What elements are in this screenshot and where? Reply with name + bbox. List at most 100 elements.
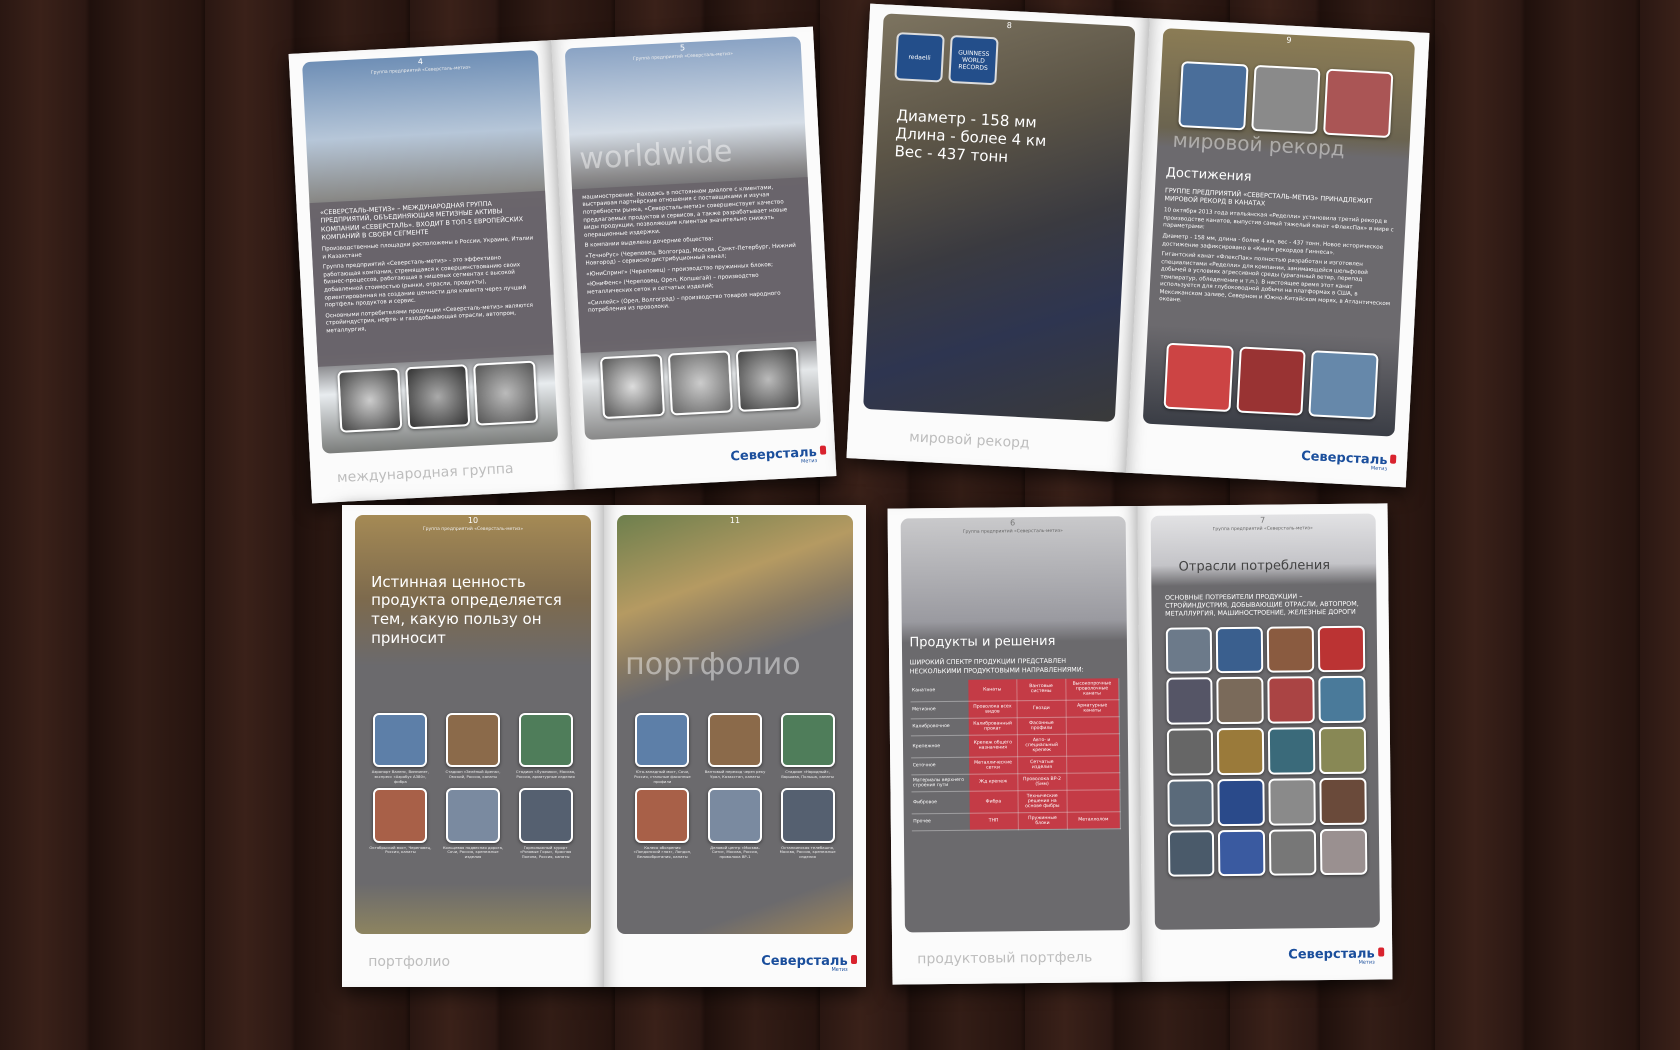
thumbnail (707, 712, 763, 767)
thumbnail (1216, 676, 1264, 725)
photo-panel: 5 Группа предприятий «Северсталь-метиз» … (564, 36, 821, 440)
thumbnail (1268, 777, 1316, 826)
thumbnail (1267, 727, 1316, 775)
page: 10 Группа предприятий «Северсталь-метиз»… (342, 505, 604, 987)
photo-panel: 10 Группа предприятий «Северсталь-метиз»… (355, 514, 591, 934)
portfolio-item: Колесо обозрения «Лондонский глаз», Лонд… (631, 788, 694, 860)
overlay-word: портфолио (625, 646, 801, 682)
row-label: Сеточное (910, 757, 970, 775)
table-cell: Гвозди (1016, 700, 1066, 718)
caption: Стадион «Народный», Варшава, Польша, кан… (781, 768, 835, 779)
thumbnail (405, 363, 471, 430)
caption: Колесо обозрения «Лондонский глаз», Лонд… (633, 844, 692, 860)
row-label: Калибровочное (910, 718, 969, 736)
brochure-spread: 8 redaelli GUINNESS WORLD RECORDS Диаметр… (846, 3, 1430, 488)
running-header: Группа предприятий «Северсталь-метиз» (422, 526, 524, 532)
paragraph-list: машиностроение. Находясь в постоянном ди… (582, 184, 804, 316)
logo-subtext: Метиз (831, 966, 848, 973)
thumbnail (735, 346, 801, 412)
row-list: Канатное Канаты Вантовые системы Высокопроч… (909, 678, 1120, 831)
table-row: Канатное Канаты Вантовые системы Высокопроч… (909, 678, 1119, 702)
product-table: Канатное Канаты Вантовые системы Высокопроч… (909, 678, 1121, 831)
thumbnails (1163, 342, 1379, 420)
table-row: Материалы верхнего строения пути Жд крепе… (910, 772, 1120, 792)
thumbnail (1268, 828, 1317, 876)
page-footer: продуктовый портфель (917, 949, 1093, 968)
portfolio-item: Останкинская телебашня, Москва, Россия, … (776, 788, 839, 860)
caption: Кольцевая подвесная дорога, Сочи, Россия… (442, 844, 504, 860)
table-cell: Крепеж общего назначения (968, 734, 1018, 758)
table-cell: Металлолом (1066, 811, 1120, 830)
thumbnail (780, 788, 835, 843)
thumbnail (1267, 676, 1315, 724)
page-number: 10 (467, 515, 479, 525)
portfolio-item: Стадион «Зелёный Арена», Омский, Россия,… (442, 712, 505, 785)
portfolio-item: Деловой центр «Москва-Сити», Москва, Рос… (704, 788, 767, 860)
table-cell (1066, 733, 1120, 757)
row-label: Фибровое (910, 791, 970, 814)
thumbnail (1163, 342, 1234, 413)
thumbnail (518, 712, 573, 767)
thumbnail (1217, 778, 1265, 826)
thumbnail (1317, 625, 1365, 673)
page: 4 Группа предприятий «Северсталь-метиз» … (288, 40, 575, 504)
thumbnail (1308, 349, 1379, 420)
logo: Северсталь Метиз (1301, 449, 1388, 472)
table-row: Сеточное Металлические сетки Сетчатые изде… (910, 755, 1120, 775)
table-cell: Вантовые системы (1016, 678, 1066, 701)
thumbnail (635, 788, 690, 843)
caption: Аэропорт Валенс, Виннипег, экспресс «Аэр… (371, 768, 430, 784)
heading: Отрасли потребления (1178, 557, 1331, 575)
thumbnail (599, 353, 665, 420)
table-cell: Канаты (968, 679, 1017, 702)
photo-panel: 9 мировой рекорд Достижения Группе предп… (1142, 28, 1416, 437)
paragraph-list: Производственные площадки расположены в … (322, 236, 543, 336)
page-footer: мировой рекорд (908, 429, 1031, 452)
table-cell: Фибра (969, 790, 1018, 814)
thumbnail (1166, 778, 1215, 827)
photo-panel: 6 Группа предприятий «Северсталь-метиз» … (900, 515, 1130, 933)
table-cell: ТНП (969, 812, 1019, 831)
lead-text: «Северсталь-метиз» – международная групп… (319, 199, 524, 242)
page: 5 Группа предприятий «Северсталь-метиз» … (550, 26, 837, 490)
portfolio-item: Горнолыжный курорт «Розовые Горы», Красн… (514, 788, 577, 860)
table-row: Метизное Проволока всех видов Гвозди Армату… (910, 699, 1119, 719)
thumbnail (518, 788, 573, 843)
portfolio-item: Вантовый переход через реку Урал, Казахс… (704, 712, 767, 785)
overlay-word: worldwide (578, 133, 734, 177)
thumbnails (1178, 60, 1394, 139)
logo: Северсталь Метиз (1288, 946, 1375, 966)
thumbnail (1318, 675, 1366, 724)
table-cell: Авто- и специальный крепеж (1017, 734, 1067, 757)
table-row: Крепежное Крепеж общего назначения Авто- и… (910, 733, 1120, 758)
row-label: Крепежное (910, 735, 970, 758)
table-cell: Фасонные профили (1016, 717, 1067, 735)
paragraph: Гигантский канат «ФлексПак» полностью ра… (1159, 251, 1391, 308)
table-row: Прочее ТНП Пружинные блоки Металлолом (911, 811, 1120, 831)
thumbnail (1165, 677, 1214, 725)
caption-list: Юго-западный мост, Сочи, Россия, стальны… (631, 712, 839, 861)
thumbnail (1319, 777, 1367, 825)
page-number: 7 (1260, 515, 1266, 525)
thumbnail (445, 712, 501, 767)
table-cell: Арматурные канаты (1065, 699, 1119, 718)
thumbnail (1216, 626, 1264, 674)
page-number: 9 (1286, 35, 1292, 45)
paragraph: машиностроение. Находясь в постоянном ди… (581, 184, 788, 239)
page-footer: международная группа (336, 461, 514, 487)
table-row: Калибровочное Калиброванный прокат Фасонны… (910, 716, 1119, 736)
thumbnail (1236, 346, 1307, 416)
text-box: «Северсталь-метиз» – международная групп… (309, 190, 555, 368)
page: 9 мировой рекорд Достижения Группе предп… (1126, 18, 1430, 488)
portfolio-item: Кольцевая подвесная дорога, Сочи, Россия… (442, 788, 505, 860)
thumbnail (373, 712, 428, 767)
table-cell: Технические решения на основе фибры (1017, 790, 1067, 813)
thumbnail (1319, 828, 1367, 876)
caption: Деловой центр «Москва-Сити», Москва, Рос… (710, 844, 760, 860)
table-cell: Калиброванный прокат (968, 717, 1018, 736)
thumbnail (337, 367, 403, 433)
photo-panel: 4 Группа предприятий «Северсталь-метиз» … (302, 49, 559, 454)
thumbnail (1165, 626, 1213, 674)
caption: Стадион «Лужники», Москва, Россия, армат… (515, 768, 576, 779)
